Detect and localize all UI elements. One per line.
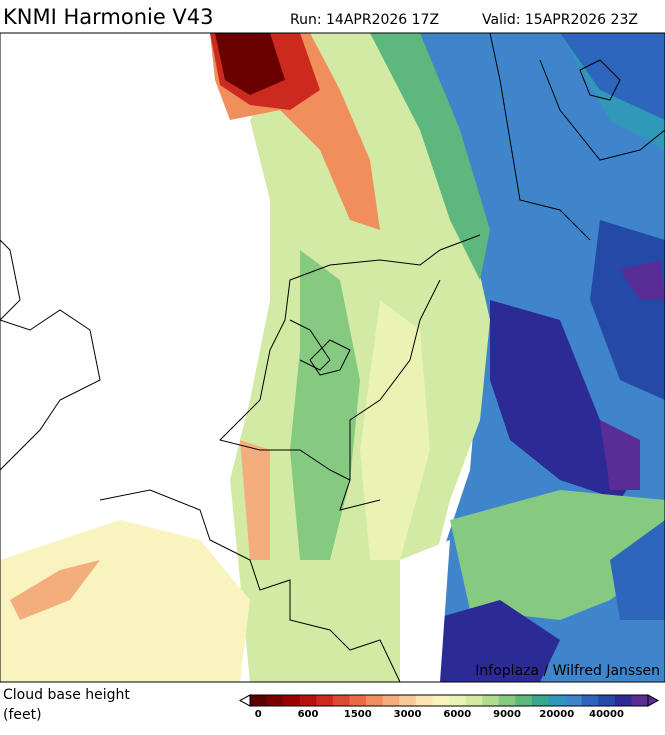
cloud-field: [370, 33, 490, 280]
colorbar-swatch: [465, 695, 483, 706]
colorbar-swatch: [515, 695, 533, 706]
cloud-field: [230, 33, 490, 682]
cloud-field: [10, 560, 100, 620]
colorbar-tick-label: 3000: [394, 709, 422, 720]
colorbar-swatch: [382, 695, 400, 706]
colorbar-swatch: [449, 695, 466, 706]
colorbar-swatch: [598, 695, 616, 706]
colorbar-swatch: [332, 695, 350, 706]
colorbar-swatch: [498, 695, 516, 706]
coastlines: [0, 33, 665, 682]
cloud-field: [560, 33, 665, 120]
colorbar-swatch: [299, 695, 317, 706]
colorbar-tick-label: 6000: [443, 709, 471, 720]
cloud-field: [620, 260, 665, 300]
colorbar-tick-label: 1500: [344, 709, 372, 720]
colorbar-swatch: [565, 695, 582, 706]
cloud-field: [450, 490, 665, 620]
run-time: Run: 14APR2026 17Z: [290, 12, 439, 28]
colorbar-swatch: [614, 695, 632, 706]
colorbar-frame: [249, 694, 649, 707]
colorbar-swatch: [548, 695, 566, 706]
colorbar-tick-label: 9000: [493, 709, 521, 720]
colorbar-swatch: [581, 695, 599, 706]
cloud-field: [360, 300, 430, 560]
colorbar-swatch: [482, 695, 500, 706]
cloud-field: [240, 440, 270, 560]
colorbar-tick-label: 0: [255, 709, 262, 720]
map-frame: [0, 32, 665, 683]
valid-time: Valid: 15APR2026 23Z: [482, 12, 638, 28]
colorbar-swatch: [432, 695, 450, 706]
colorbar-tick-label: 40000: [589, 709, 624, 720]
colorbar-swatch: [399, 695, 417, 706]
colorbar-swatch: [366, 695, 383, 706]
colorbar-swatch: [349, 695, 367, 706]
colorbar-tick-label: 20000: [539, 709, 574, 720]
credit: Infoplaza / Wilfred Janssen: [475, 663, 660, 679]
colorbar-tick-label: 600: [298, 709, 319, 720]
legend-label: (feet): [3, 707, 42, 723]
colorbar-swatch: [266, 695, 284, 706]
cloud-field: [600, 420, 640, 490]
clear-sky: [400, 540, 450, 682]
colorbar-swatch: [283, 695, 301, 706]
colorbar-swatch: [250, 695, 267, 706]
colorbar-swatch: [531, 695, 549, 706]
map: Infoplaza / Wilfred Janssen: [0, 32, 665, 683]
colorbar-swatch: [415, 695, 433, 706]
cloud-field: [215, 33, 285, 95]
title: KNMI Harmonie V43: [3, 5, 214, 29]
cloud-field: [290, 250, 360, 560]
colorbar: 0 600 1500 3000 6000 9000 20000 40000: [238, 694, 660, 720]
cloud-field: [0, 520, 250, 682]
colorbar-swatch: [631, 695, 649, 706]
cloud-field: [430, 600, 560, 682]
colorbar-swatch: [316, 695, 334, 706]
legend-label: Cloud base height: [3, 687, 130, 703]
cloud-field: [490, 300, 640, 500]
cloud-field: [610, 520, 665, 620]
